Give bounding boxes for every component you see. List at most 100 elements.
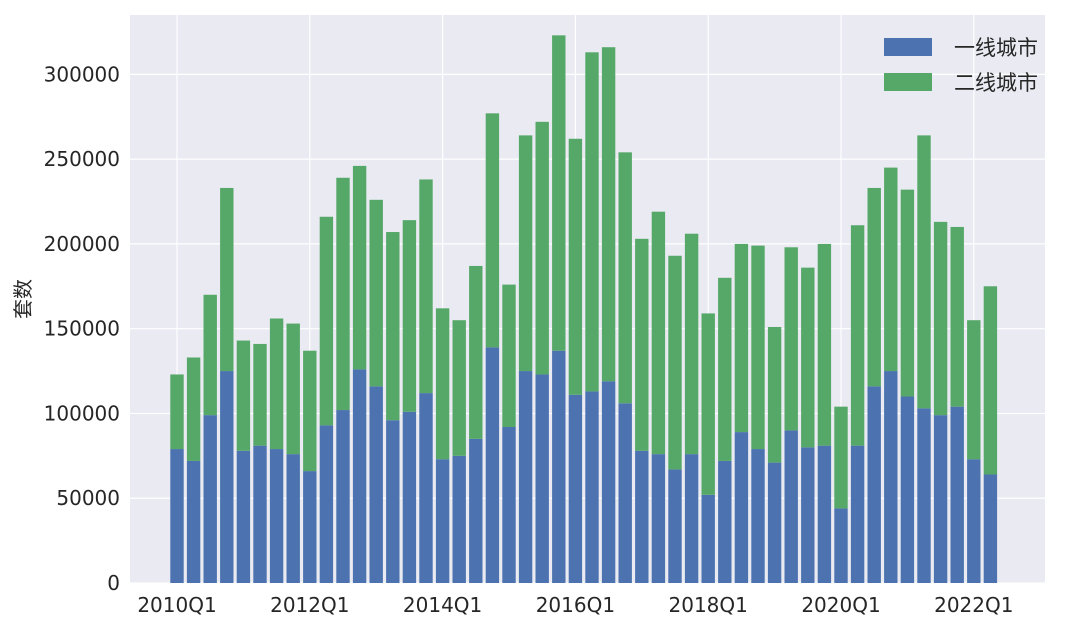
bar-series1 xyxy=(900,396,915,583)
bar-series2 xyxy=(734,243,749,433)
bar-series2 xyxy=(834,406,848,509)
y-tick-label: 50000 xyxy=(56,486,120,510)
bar-series2 xyxy=(552,35,566,351)
x-tick-label: 2016Q1 xyxy=(536,593,615,617)
bar-series1 xyxy=(253,445,267,583)
bar-series1 xyxy=(452,455,466,583)
bar-series2 xyxy=(618,152,632,404)
bar-series1 xyxy=(751,449,765,583)
y-tick-label: 300000 xyxy=(44,62,120,86)
bar-series2 xyxy=(303,350,317,472)
y-tick-label: 100000 xyxy=(44,401,120,425)
bar-series1 xyxy=(684,454,699,583)
bar-series2 xyxy=(236,340,251,451)
bar-series1 xyxy=(386,420,400,583)
y-tick-label: 200000 xyxy=(44,232,120,256)
bar-series1 xyxy=(917,408,931,583)
legend-swatch-series2 xyxy=(884,73,932,91)
bar-series1 xyxy=(734,432,749,583)
bar-series2 xyxy=(203,294,217,416)
bar-series2 xyxy=(269,318,284,450)
bar-series2 xyxy=(983,286,998,475)
bar-series1 xyxy=(552,350,566,583)
bar-series1 xyxy=(884,371,898,583)
bar-series1 xyxy=(203,415,217,583)
bar-series2 xyxy=(917,135,931,409)
bar-series1 xyxy=(867,386,881,583)
bar-series1 xyxy=(435,459,450,583)
bar-series2 xyxy=(220,187,234,372)
bar-series1 xyxy=(767,462,782,583)
bar-series1 xyxy=(568,394,583,583)
bar-series2 xyxy=(518,135,533,372)
bar-series1 xyxy=(518,371,533,583)
bar-series1 xyxy=(850,445,865,583)
bar-series2 xyxy=(568,138,583,395)
bar-series1 xyxy=(269,449,284,583)
bar-series1 xyxy=(303,471,317,583)
y-axis-label: 套数 xyxy=(11,279,35,319)
bar-series2 xyxy=(850,225,865,446)
bar-series2 xyxy=(253,343,267,446)
bar-series1 xyxy=(784,430,798,583)
x-tick-label: 2022Q1 xyxy=(934,593,1013,617)
bar-series1 xyxy=(967,459,981,583)
bar-series2 xyxy=(668,255,682,470)
legend-label-series2: 二线城市 xyxy=(954,71,1038,95)
bar-series1 xyxy=(601,381,616,583)
bar-series2 xyxy=(352,165,367,370)
bar-series1 xyxy=(817,445,832,583)
bar-series1 xyxy=(402,411,417,583)
bar-series2 xyxy=(502,284,516,428)
bar-series1 xyxy=(585,391,599,583)
bar-series1 xyxy=(983,474,998,583)
bar-series1 xyxy=(834,508,848,583)
x-tick-label: 2018Q1 xyxy=(669,593,748,617)
bar-series2 xyxy=(784,247,798,431)
bar-series2 xyxy=(435,308,450,460)
bar-series2 xyxy=(452,320,466,456)
bar-series2 xyxy=(186,357,201,461)
bar-series2 xyxy=(817,243,832,446)
bar-series2 xyxy=(967,320,981,460)
bar-series1 xyxy=(369,386,383,583)
bar-series2 xyxy=(950,226,964,407)
bar-series2 xyxy=(933,221,948,416)
bar-series1 xyxy=(352,369,367,583)
bar-series1 xyxy=(485,347,500,583)
bar-series1 xyxy=(336,410,350,583)
bar-series2 xyxy=(701,313,715,495)
bar-series1 xyxy=(286,454,300,583)
bar-series2 xyxy=(900,189,915,397)
bar-series2 xyxy=(369,199,383,387)
bar-series1 xyxy=(618,403,632,583)
bars-group xyxy=(170,35,998,583)
legend: 一线城市 二线城市 xyxy=(884,36,1038,95)
x-tick-label: 2014Q1 xyxy=(403,593,482,617)
bar-series2 xyxy=(767,326,782,463)
bar-series1 xyxy=(236,450,251,583)
bar-series1 xyxy=(419,393,433,583)
bar-series2 xyxy=(319,216,334,426)
bar-series2 xyxy=(535,121,549,375)
x-tick-label: 2012Q1 xyxy=(270,593,349,617)
bar-series1 xyxy=(186,460,201,583)
bar-series2 xyxy=(286,323,300,455)
bar-series1 xyxy=(651,454,666,583)
bar-series2 xyxy=(684,233,699,455)
bar-series2 xyxy=(485,113,500,348)
bar-series1 xyxy=(933,415,948,583)
bar-series2 xyxy=(585,52,599,392)
bar-series2 xyxy=(718,277,732,461)
bar-series1 xyxy=(319,425,334,583)
y-tick-label: 0 xyxy=(107,571,120,595)
bar-series2 xyxy=(469,265,483,439)
x-tick-label: 2020Q1 xyxy=(801,593,880,617)
bar-series1 xyxy=(801,447,815,583)
bar-series2 xyxy=(336,177,350,411)
bar-series2 xyxy=(402,220,417,412)
bar-series1 xyxy=(950,406,964,583)
bar-series1 xyxy=(469,438,483,583)
bar-series1 xyxy=(502,427,516,583)
bar-series1 xyxy=(701,494,715,583)
